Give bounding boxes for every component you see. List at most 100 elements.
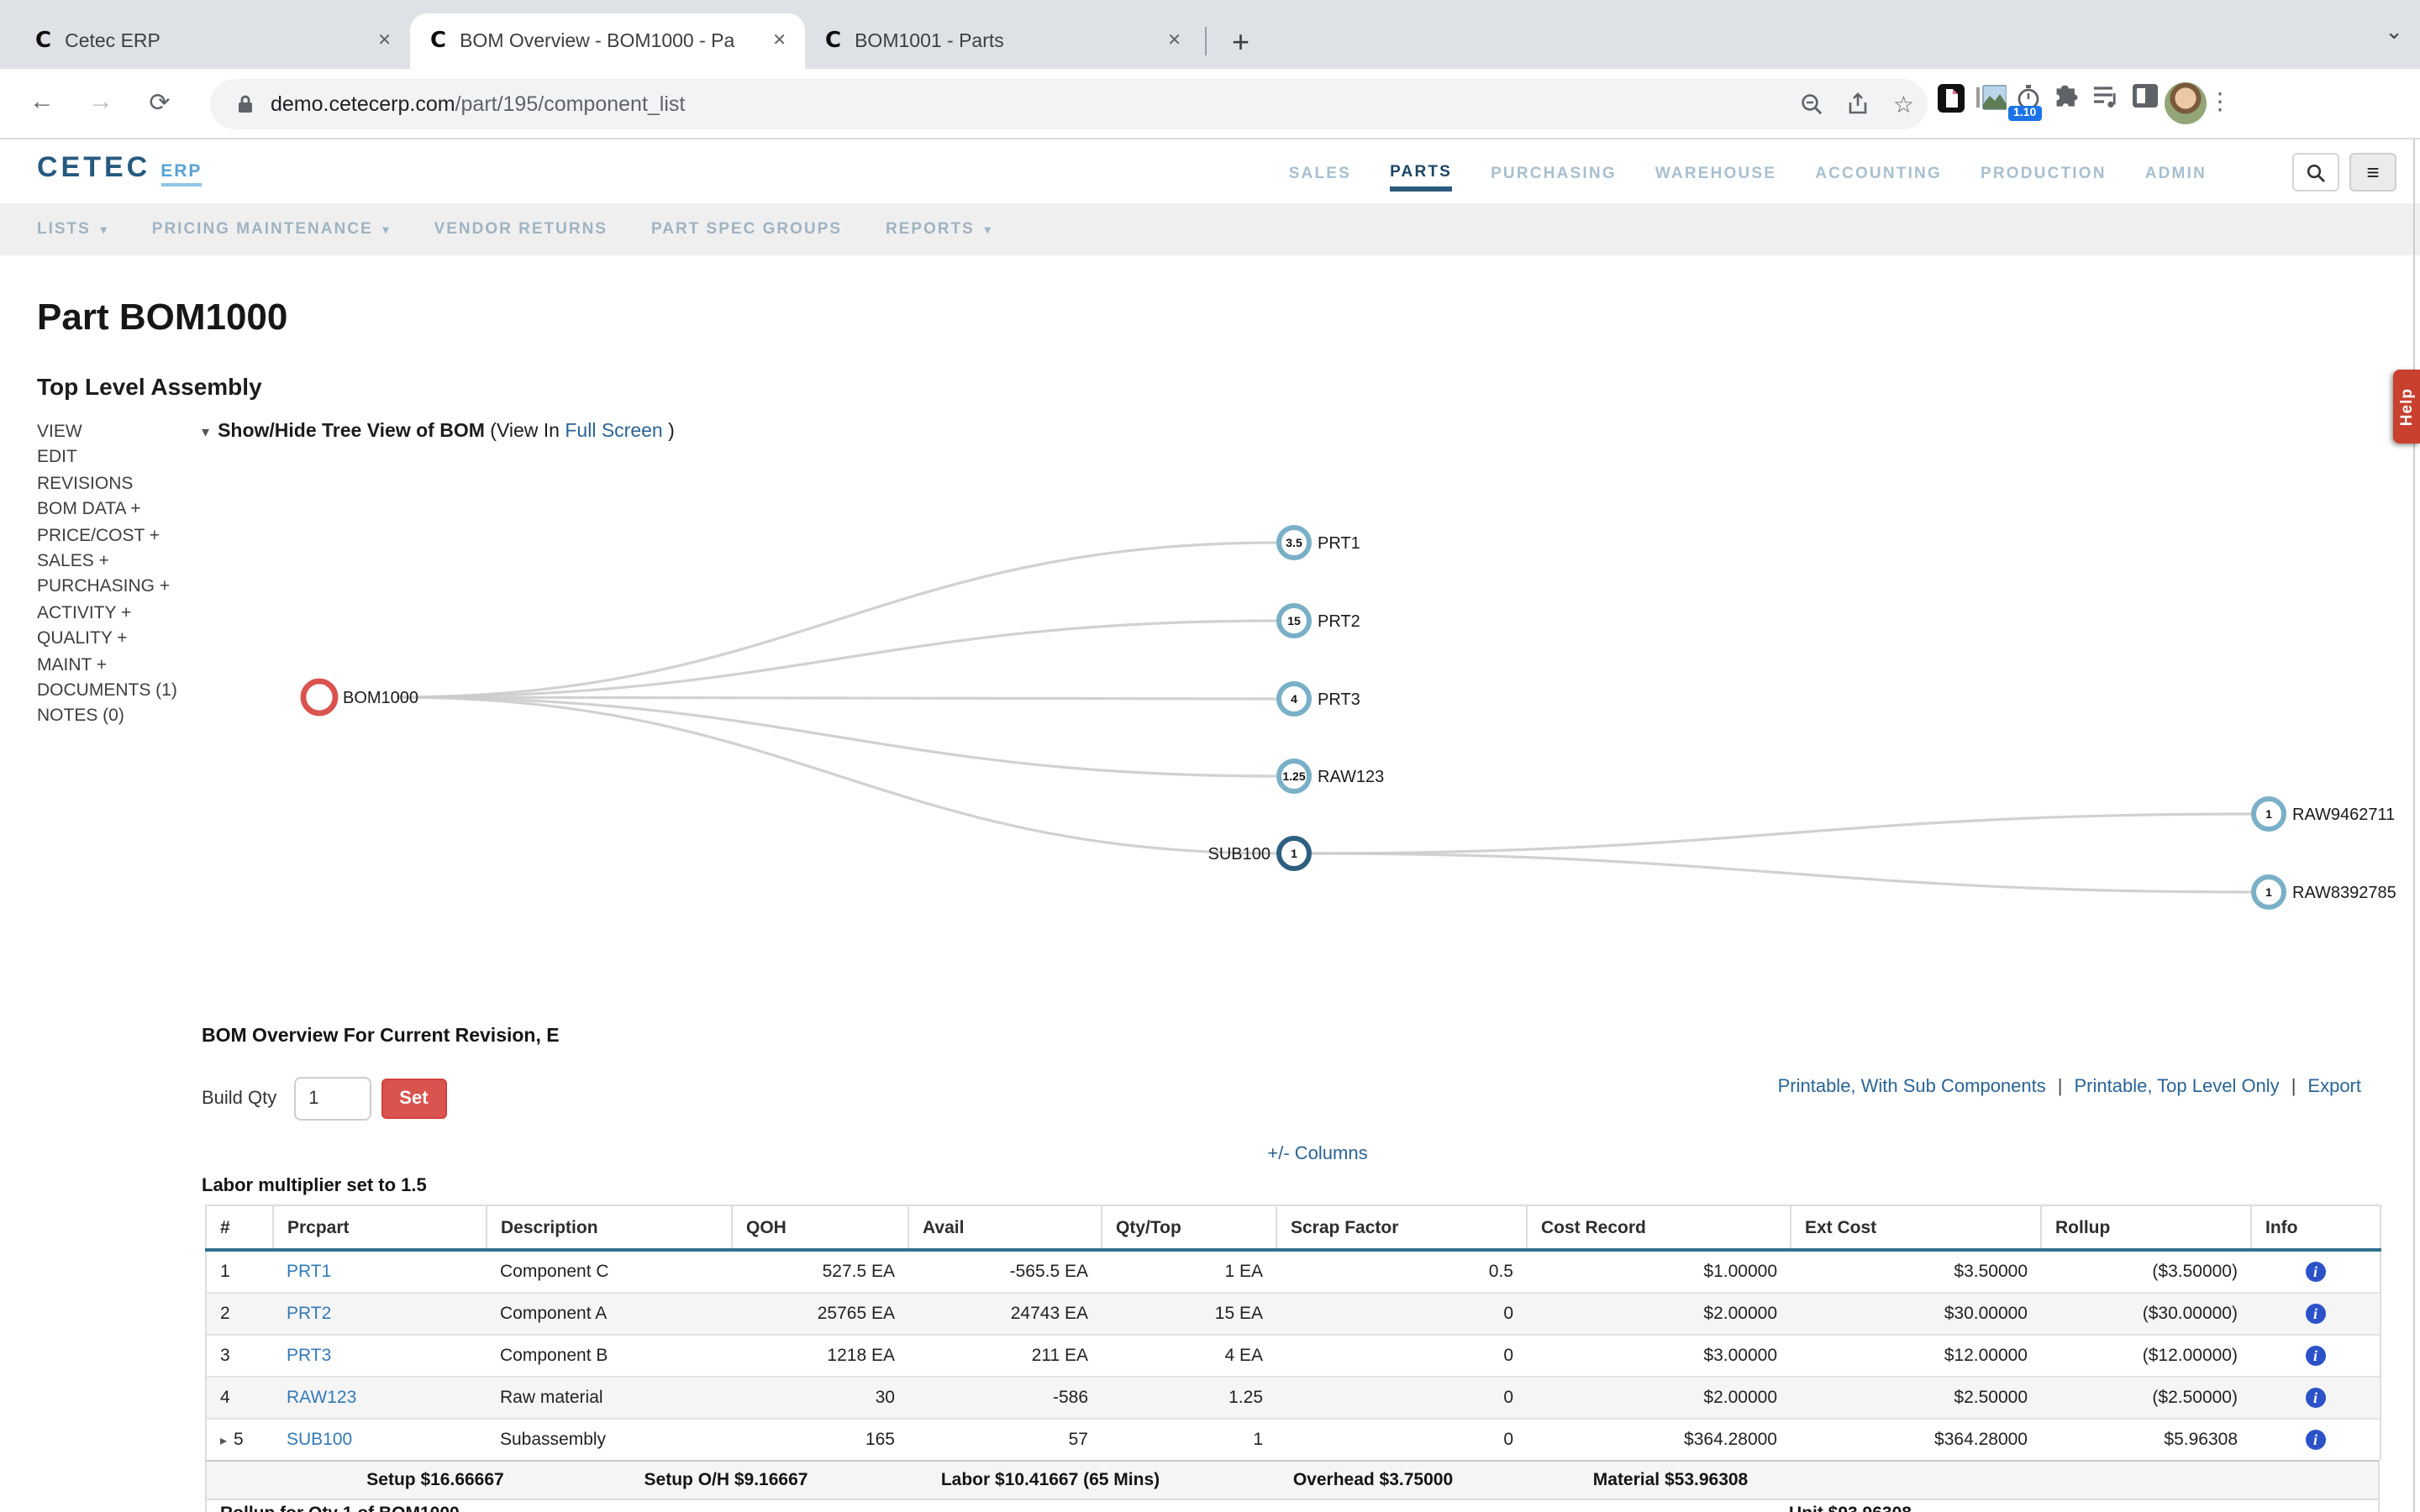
qty-top-cell: 1.25	[1102, 1377, 1276, 1419]
svg-text:BOM1000: BOM1000	[343, 689, 418, 707]
avail-cell: -586	[908, 1377, 1102, 1419]
column-header-qty-top[interactable]: Qty/Top	[1102, 1205, 1276, 1250]
info-icon[interactable]: i	[2306, 1430, 2326, 1450]
column-header-info[interactable]: Info	[2251, 1205, 2381, 1250]
column-header-prcpart[interactable]: Prcpart	[273, 1205, 487, 1250]
info-icon[interactable]: i	[2306, 1304, 2326, 1324]
tree-node-bom1000[interactable]: BOM1000	[303, 681, 418, 713]
prcpart-link-prt2[interactable]: PRT2	[287, 1304, 331, 1324]
back-button[interactable]: ←	[24, 87, 60, 116]
extension-playlist-icon[interactable]	[2092, 84, 2119, 109]
column-header-description[interactable]: Description	[487, 1205, 732, 1250]
sidebar-item-sales[interactable]: SALES +	[37, 549, 177, 575]
link-export[interactable]: Export	[2307, 1077, 2361, 1097]
sidebar-item-price-cost[interactable]: PRICE/COST +	[37, 523, 177, 549]
extensions-puzzle-icon[interactable]	[2054, 84, 2081, 111]
sidebar-item-activity[interactable]: ACTIVITY +	[37, 601, 177, 627]
prcpart-link-sub100[interactable]: SUB100	[287, 1430, 352, 1450]
nav-item-parts[interactable]: PARTS	[1390, 152, 1452, 191]
prcpart-link-raw123[interactable]: RAW123	[287, 1388, 356, 1408]
share-icon[interactable]	[1848, 92, 1870, 116]
tree-node-raw8392785[interactable]: 1RAW8392785	[2254, 877, 2396, 907]
cetec-logo[interactable]: CETEC ERP	[37, 151, 202, 186]
expand-caret-icon[interactable]: ▸	[220, 1433, 227, 1448]
tab-close-icon[interactable]: ✕	[1164, 29, 1185, 54]
link-printable-top-level-only[interactable]: Printable, Top Level Only	[2075, 1077, 2280, 1097]
reload-button[interactable]: ⟳	[141, 87, 178, 118]
nav-item-sales[interactable]: SALES	[1289, 155, 1351, 188]
extension-doc-icon[interactable]	[1938, 84, 1965, 113]
sidebar-item-bom-data[interactable]: BOM DATA +	[37, 497, 177, 523]
info-icon[interactable]: i	[2306, 1388, 2326, 1408]
profile-avatar[interactable]	[2165, 82, 2207, 124]
info-icon[interactable]: i	[2306, 1346, 2326, 1366]
tab-close-icon[interactable]: ✕	[374, 29, 395, 54]
new-tab-button[interactable]: +	[1232, 27, 1249, 57]
tree-node-prt1[interactable]: 3.5PRT1	[1279, 528, 1360, 558]
browser-tab[interactable]: CBOM1001 - Parts✕	[805, 13, 1200, 69]
prcpart-link-prt1[interactable]: PRT1	[287, 1262, 331, 1282]
full-screen-link[interactable]: Full Screen	[565, 422, 662, 442]
info-cell: i	[2251, 1419, 2381, 1460]
column-header-rollup[interactable]: Rollup	[2041, 1205, 2251, 1250]
scrollbar-hairline[interactable]	[2413, 139, 2415, 1512]
column-header-cost-record[interactable]: Cost Record	[1527, 1205, 1791, 1250]
nav-item-admin[interactable]: ADMIN	[2145, 155, 2207, 188]
sidebar-item-purchasing[interactable]: PURCHASING +	[37, 575, 177, 601]
sidebar-item-documents-1[interactable]: DOCUMENTS (1)	[37, 679, 177, 705]
qty-top-cell: 4 EA	[1102, 1335, 1276, 1377]
tree-edge-BOM1000-PRT3	[397, 697, 1277, 699]
tab-title: BOM Overview - BOM1000 - Pa	[460, 31, 759, 51]
browser-tab-active[interactable]: CBOM Overview - BOM1000 - Pa✕	[410, 13, 805, 69]
menu-button[interactable]: ≡	[2349, 153, 2396, 192]
subnav-item-reports[interactable]: REPORTS ▾	[886, 220, 992, 239]
sidebar-item-view[interactable]: VIEW	[37, 420, 177, 446]
nav-item-accounting[interactable]: ACCOUNTING	[1815, 155, 1942, 188]
nav-item-production[interactable]: PRODUCTION	[1981, 155, 2107, 188]
column-header-scrap-factor[interactable]: Scrap Factor	[1276, 1205, 1527, 1250]
bookmark-star-icon[interactable]: ☆	[1893, 90, 1914, 118]
browser-tab[interactable]: CCetec ERP✕	[15, 13, 410, 69]
search-button[interactable]	[2292, 153, 2339, 192]
sidebar-item-quality[interactable]: QUALITY +	[37, 627, 177, 654]
forward-button[interactable]: →	[82, 87, 119, 116]
sidebar-item-revisions[interactable]: REVISIONS	[37, 472, 177, 498]
link-printable-with-sub-components[interactable]: Printable, With Sub Components	[1778, 1077, 2046, 1097]
sidebar-item-maint[interactable]: MAINT +	[37, 653, 177, 679]
address-bar[interactable]: demo.cetecerp.com/part/195/component_lis…	[210, 79, 1928, 129]
subnav-item-vendor-returns[interactable]: VENDOR RETURNS	[434, 220, 608, 239]
set-button[interactable]: Set	[381, 1078, 446, 1118]
column-header-ext-cost[interactable]: Ext Cost	[1791, 1205, 2041, 1250]
tree-node-prt2[interactable]: 15PRT2	[1279, 606, 1360, 636]
extension-timer-icon[interactable]: 1.10	[2015, 84, 2042, 119]
tree-toggle[interactable]: ▾Show/Hide Tree View of BOM (View In Ful…	[202, 422, 675, 442]
tree-node-raw123[interactable]: 1.25RAW123	[1279, 761, 1384, 791]
prcpart-link-prt3[interactable]: PRT3	[287, 1346, 331, 1366]
tree-edge-BOM1000-PRT1	[397, 543, 1277, 697]
tree-node-raw9462711[interactable]: 1RAW9462711	[2254, 799, 2395, 829]
columns-toggle-link[interactable]: +/- Columns	[1267, 1144, 1367, 1164]
extension-sidepanel-icon[interactable]	[2133, 84, 2158, 108]
subnav-item-lists[interactable]: LISTS ▾	[37, 220, 108, 239]
column-header-qoh[interactable]: QOH	[732, 1205, 908, 1250]
svg-text:PRT3: PRT3	[1318, 690, 1360, 709]
tab-close-icon[interactable]: ✕	[769, 29, 790, 54]
nav-item-purchasing[interactable]: PURCHASING	[1491, 155, 1617, 188]
nav-item-warehouse[interactable]: WAREHOUSE	[1655, 155, 1776, 188]
browser-menu-dots-icon[interactable]: ⋮	[2202, 87, 2238, 116]
tab-strip-chevron-down-icon[interactable]: ⌄	[2385, 18, 2403, 45]
build-qty-input[interactable]	[293, 1076, 371, 1120]
extension-image-icon[interactable]	[1976, 84, 2007, 111]
ext-cost-cell: $3.50000	[1791, 1250, 2041, 1293]
help-tab[interactable]: Help	[2393, 370, 2420, 444]
subnav-item-pricing-maintenance[interactable]: PRICING MAINTENANCE ▾	[152, 220, 391, 239]
subnav-item-part-spec-groups[interactable]: PART SPEC GROUPS	[651, 220, 842, 239]
sidebar-item-notes-0[interactable]: NOTES (0)	[37, 705, 177, 731]
tree-node-prt3[interactable]: 4PRT3	[1279, 684, 1360, 714]
column-header-[interactable]: #	[206, 1205, 273, 1250]
info-icon[interactable]: i	[2306, 1262, 2326, 1282]
sidebar-item-edit[interactable]: EDIT	[37, 446, 177, 472]
zoom-out-icon[interactable]	[1801, 92, 1824, 116]
tree-node-sub100[interactable]: 1SUB100	[1208, 838, 1310, 869]
column-header-avail[interactable]: Avail	[908, 1205, 1102, 1250]
